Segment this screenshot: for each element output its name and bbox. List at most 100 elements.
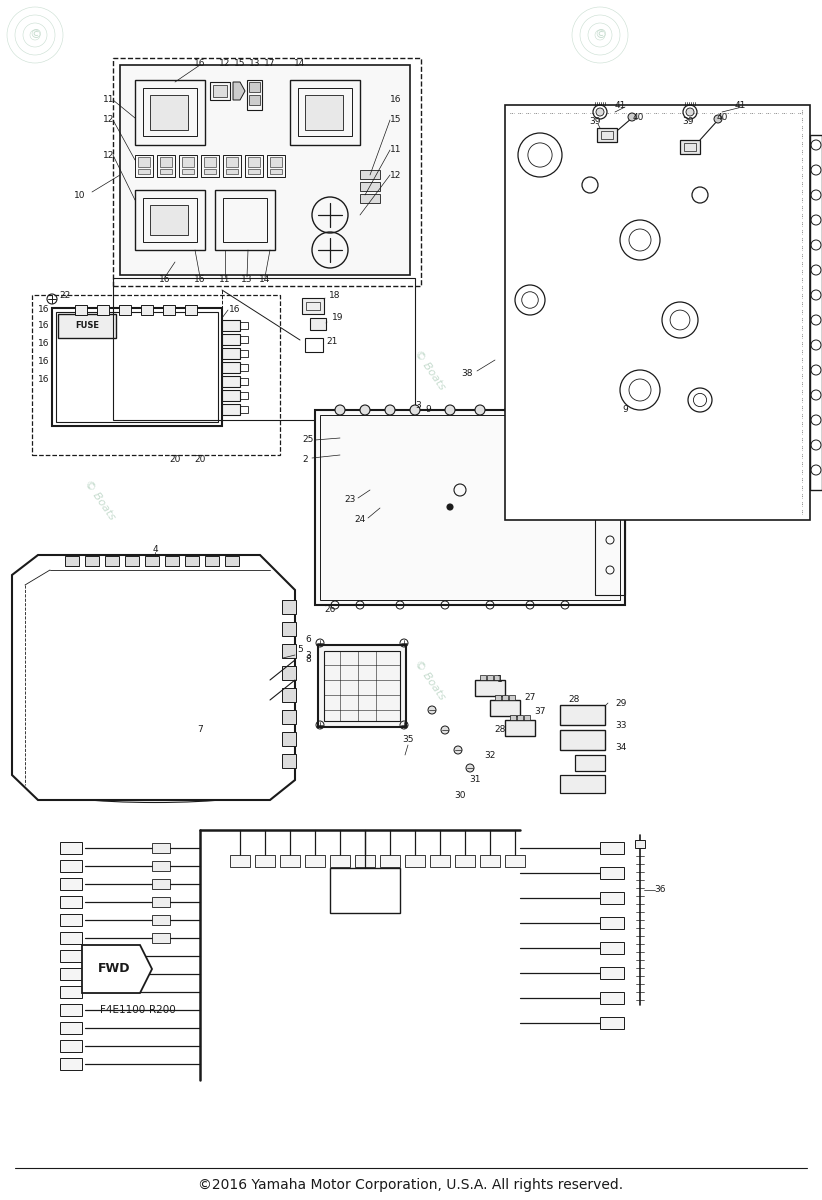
Bar [282, 622, 296, 636]
Circle shape [335, 404, 345, 415]
Text: 12: 12 [219, 59, 231, 67]
Bar [810, 134, 822, 490]
Text: 11: 11 [219, 276, 231, 284]
Text: 16: 16 [390, 96, 402, 104]
Bar [75, 305, 87, 314]
Circle shape [628, 113, 636, 121]
Bar [324, 650, 400, 721]
Text: 11: 11 [104, 96, 115, 104]
Circle shape [385, 404, 395, 415]
Bar [204, 169, 216, 174]
Bar [502, 695, 508, 700]
Bar [298, 88, 352, 136]
Circle shape [686, 108, 694, 116]
Bar [306, 302, 320, 310]
Text: 6: 6 [305, 636, 311, 644]
Bar [282, 644, 296, 658]
Text: 20: 20 [194, 456, 206, 464]
Circle shape [475, 404, 485, 415]
Bar [60, 968, 82, 980]
Bar [135, 80, 205, 145]
Bar [205, 556, 219, 566]
Text: 19: 19 [332, 313, 344, 323]
Text: 31: 31 [469, 775, 481, 785]
Polygon shape [12, 554, 295, 800]
Bar [240, 322, 248, 329]
Bar [509, 695, 515, 700]
Bar [505, 854, 525, 866]
Text: 18: 18 [330, 290, 341, 300]
Bar [213, 85, 227, 97]
Bar [163, 305, 175, 314]
Bar [480, 674, 486, 680]
Bar [255, 854, 275, 866]
Bar [58, 314, 116, 338]
Bar [223, 198, 267, 242]
Text: 15: 15 [390, 115, 402, 125]
Bar [560, 775, 605, 793]
Text: 14: 14 [294, 59, 306, 67]
Bar [143, 198, 197, 242]
Circle shape [714, 115, 722, 122]
Text: 8: 8 [305, 655, 311, 665]
Text: 16: 16 [39, 376, 50, 384]
Bar [490, 700, 520, 716]
Text: 12: 12 [104, 115, 115, 125]
Bar [600, 967, 624, 979]
Bar [455, 854, 475, 866]
Text: © Boats: © Boats [413, 348, 447, 391]
Bar [560, 730, 605, 750]
Bar [355, 854, 375, 866]
Bar [680, 140, 700, 154]
Bar [60, 860, 82, 872]
Text: 16: 16 [39, 306, 50, 314]
Polygon shape [82, 946, 152, 994]
Bar [222, 390, 240, 401]
Bar [60, 896, 82, 908]
Bar [405, 854, 425, 866]
Text: 4: 4 [152, 545, 158, 553]
Bar [152, 898, 170, 907]
Bar [215, 190, 275, 250]
Circle shape [447, 504, 453, 510]
Bar [125, 556, 139, 566]
Text: 17: 17 [264, 59, 275, 67]
Circle shape [445, 404, 455, 415]
Text: 34: 34 [615, 744, 626, 752]
Circle shape [360, 404, 370, 415]
Bar [179, 155, 197, 176]
Text: © Boats: © Boats [413, 659, 447, 702]
Text: 7: 7 [197, 726, 203, 734]
Bar [165, 556, 179, 566]
Bar [226, 169, 238, 174]
Text: F4E1100-R200: F4E1100-R200 [100, 1006, 176, 1015]
Bar [330, 854, 350, 866]
Bar [222, 376, 240, 386]
Text: 5: 5 [297, 646, 302, 654]
Bar [270, 157, 282, 167]
Bar [222, 320, 240, 331]
Text: 36: 36 [654, 886, 666, 894]
Bar [135, 190, 205, 250]
Text: 39: 39 [589, 118, 601, 126]
Bar [240, 392, 248, 398]
Bar [684, 143, 696, 151]
Bar [270, 169, 282, 174]
Polygon shape [233, 82, 245, 100]
Bar [185, 305, 197, 314]
Bar [135, 155, 153, 176]
Bar [282, 600, 296, 614]
Bar [575, 755, 605, 770]
Text: 23: 23 [344, 496, 356, 504]
Text: 16: 16 [39, 358, 50, 366]
Text: 11: 11 [390, 145, 402, 155]
Bar [152, 914, 170, 925]
Bar [150, 95, 188, 130]
Bar [152, 934, 170, 943]
Circle shape [441, 726, 449, 734]
Text: 20: 20 [169, 456, 181, 464]
Bar [160, 169, 172, 174]
Circle shape [410, 404, 420, 415]
Text: 10: 10 [74, 191, 85, 199]
Bar [600, 942, 624, 954]
